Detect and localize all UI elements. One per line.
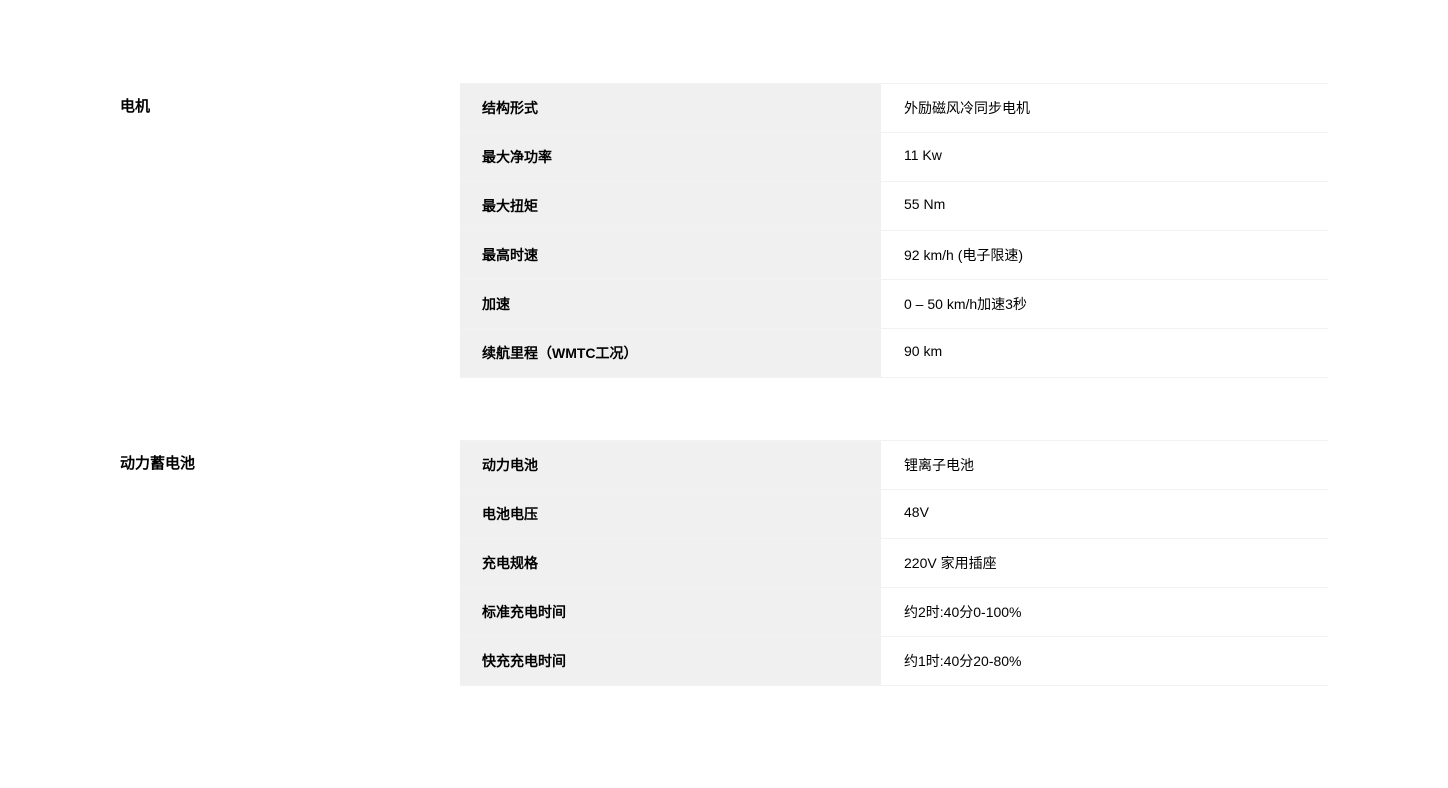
spec-table: 结构形式外励磁风冷同步电机最大净功率11 Kw最大扭矩55 Nm最高时速92 k… xyxy=(460,83,1328,378)
spec-row: 最大扭矩55 Nm xyxy=(460,182,1328,231)
spec-value: 0 – 50 km/h加速3秒 xyxy=(882,280,1328,328)
spec-label: 最高时速 xyxy=(460,231,882,279)
spec-value: 锂离子电池 xyxy=(882,441,1328,489)
spec-label: 结构形式 xyxy=(460,84,882,132)
spec-label: 标准充电时间 xyxy=(460,588,882,636)
spec-value: 92 km/h (电子限速) xyxy=(882,231,1328,279)
spec-row: 最大净功率11 Kw xyxy=(460,133,1328,182)
spec-value: 220V 家用插座 xyxy=(882,539,1328,587)
spec-value: 11 Kw xyxy=(882,133,1328,181)
spec-label: 最大净功率 xyxy=(460,133,882,181)
spec-row: 最高时速92 km/h (电子限速) xyxy=(460,231,1328,280)
spec-section: 电机结构形式外励磁风冷同步电机最大净功率11 Kw最大扭矩55 Nm最高时速92… xyxy=(120,83,1328,378)
spec-table: 动力电池锂离子电池电池电压48V充电规格220V 家用插座标准充电时间约2时:4… xyxy=(460,440,1328,686)
spec-label: 最大扭矩 xyxy=(460,182,882,230)
spec-value: 48V xyxy=(882,490,1328,538)
spec-row: 续航里程（WMTC工况）90 km xyxy=(460,329,1328,378)
spec-row: 电池电压48V xyxy=(460,490,1328,539)
spec-value: 55 Nm xyxy=(882,182,1328,230)
spec-label: 动力电池 xyxy=(460,441,882,489)
spec-value: 外励磁风冷同步电机 xyxy=(882,84,1328,132)
spec-value: 90 km xyxy=(882,329,1328,377)
spec-row: 标准充电时间约2时:40分0-100% xyxy=(460,588,1328,637)
spec-row: 结构形式外励磁风冷同步电机 xyxy=(460,83,1328,133)
spec-value: 约1时:40分20-80% xyxy=(882,637,1328,685)
spec-section: 动力蓄电池动力电池锂离子电池电池电压48V充电规格220V 家用插座标准充电时间… xyxy=(120,440,1328,686)
spec-label: 续航里程（WMTC工况） xyxy=(460,329,882,377)
spec-row: 快充充电时间约1时:40分20-80% xyxy=(460,637,1328,686)
spec-label: 加速 xyxy=(460,280,882,328)
spec-value: 约2时:40分0-100% xyxy=(882,588,1328,636)
section-title: 动力蓄电池 xyxy=(120,440,460,686)
spec-label: 充电规格 xyxy=(460,539,882,587)
spec-row: 动力电池锂离子电池 xyxy=(460,440,1328,490)
spec-row: 充电规格220V 家用插座 xyxy=(460,539,1328,588)
section-title: 电机 xyxy=(120,83,460,378)
spec-label: 快充充电时间 xyxy=(460,637,882,685)
spec-label: 电池电压 xyxy=(460,490,882,538)
spec-row: 加速0 – 50 km/h加速3秒 xyxy=(460,280,1328,329)
